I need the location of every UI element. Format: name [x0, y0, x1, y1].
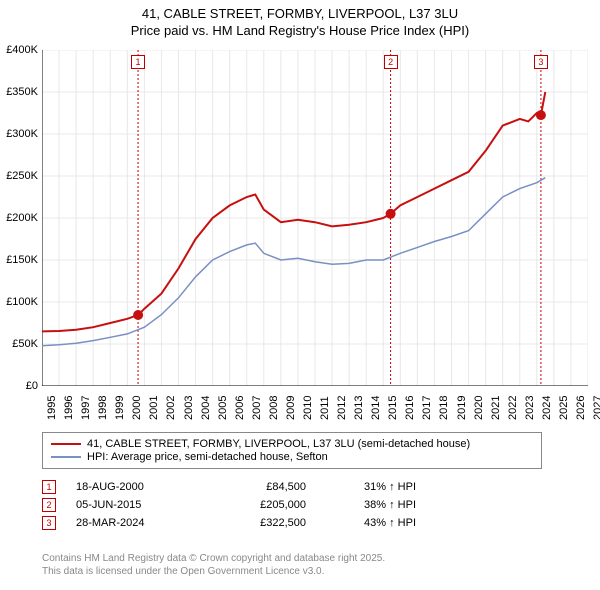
x-tick-label: 2006 — [234, 396, 246, 420]
table-row: 3 28-MAR-2024 £322,500 43% ↑ HPI — [42, 516, 542, 530]
title-line-1: 41, CABLE STREET, FORMBY, LIVERPOOL, L37… — [0, 6, 600, 23]
table-row: 2 05-JUN-2015 £205,000 38% ↑ HPI — [42, 498, 542, 512]
transaction-date: 05-JUN-2015 — [76, 499, 196, 511]
transaction-delta: 31% ↑ HPI — [326, 481, 416, 493]
legend-label: 41, CABLE STREET, FORMBY, LIVERPOOL, L37… — [87, 438, 470, 450]
y-tick-label: £300K — [6, 128, 38, 140]
marker-number-icon: 1 — [42, 480, 56, 494]
x-tick-label: 2021 — [490, 396, 502, 420]
chart-title: 41, CABLE STREET, FORMBY, LIVERPOOL, L37… — [0, 0, 600, 40]
y-tick-label: £200K — [6, 212, 38, 224]
x-tick-label: 2020 — [473, 396, 485, 420]
legend-swatch-line-icon — [51, 443, 81, 445]
x-tick-label: 2024 — [541, 396, 553, 420]
legend: 41, CABLE STREET, FORMBY, LIVERPOOL, L37… — [42, 432, 542, 469]
y-tick-label: £0 — [26, 380, 38, 392]
x-tick-label: 2027 — [592, 396, 600, 420]
x-tick-label: 2002 — [165, 396, 177, 420]
x-tick-label: 2023 — [524, 396, 536, 420]
x-tick-label: 1999 — [114, 396, 126, 420]
x-tick-label: 2009 — [285, 396, 297, 420]
x-tick-label: 2025 — [558, 396, 570, 420]
y-tick-label: £50K — [12, 338, 38, 350]
transaction-delta: 43% ↑ HPI — [326, 517, 416, 529]
transaction-date: 18-AUG-2000 — [76, 481, 196, 493]
transaction-price: £322,500 — [216, 517, 306, 529]
x-tick-label: 2013 — [353, 396, 365, 420]
x-tick-label: 1996 — [63, 396, 75, 420]
y-tick-label: £150K — [6, 254, 38, 266]
y-axis: £0£50K£100K£150K£200K£250K£300K£350K£400… — [0, 50, 40, 386]
legend-item-price-paid: 41, CABLE STREET, FORMBY, LIVERPOOL, L37… — [51, 438, 533, 450]
legend-item-hpi: HPI: Average price, semi-detached house,… — [51, 451, 533, 463]
legend-swatch-line-icon — [51, 456, 81, 458]
chart-marker-1: 1 — [131, 55, 145, 69]
x-tick-label: 2026 — [575, 396, 587, 420]
y-tick-label: £350K — [6, 86, 38, 98]
x-tick-label: 2000 — [131, 396, 143, 420]
x-tick-label: 2019 — [456, 396, 468, 420]
chart-marker-2: 2 — [384, 55, 398, 69]
license-line-2: This data is licensed under the Open Gov… — [42, 565, 582, 578]
title-line-2: Price paid vs. HM Land Registry's House … — [0, 23, 600, 40]
x-tick-label: 1998 — [97, 396, 109, 420]
transaction-price: £205,000 — [216, 499, 306, 511]
x-tick-label: 2015 — [387, 396, 399, 420]
chart-marker-3: 3 — [534, 55, 548, 69]
marker-number-icon: 2 — [42, 498, 56, 512]
license-text: Contains HM Land Registry data © Crown c… — [42, 552, 582, 578]
x-tick-label: 2012 — [336, 396, 348, 420]
y-tick-label: £100K — [6, 296, 38, 308]
x-tick-label: 2018 — [438, 396, 450, 420]
license-line-1: Contains HM Land Registry data © Crown c… — [42, 552, 582, 565]
x-tick-label: 2003 — [183, 396, 195, 420]
x-tick-label: 1995 — [46, 396, 58, 420]
x-tick-label: 2001 — [148, 396, 160, 420]
x-axis: 1995 1996 1997 1998 1999 2000 2001 2002 2003 2004… — [42, 390, 588, 430]
transaction-delta: 38% ↑ HPI — [326, 499, 416, 511]
transaction-table: 1 18-AUG-2000 £84,500 31% ↑ HPI 2 05-JUN… — [42, 480, 542, 534]
marker-number-icon: 3 — [42, 516, 56, 530]
x-tick-label: 2008 — [268, 396, 280, 420]
y-tick-label: £400K — [6, 44, 38, 56]
transaction-date: 28-MAR-2024 — [76, 517, 196, 529]
transaction-price: £84,500 — [216, 481, 306, 493]
x-tick-label: 2010 — [302, 396, 314, 420]
x-tick-label: 2004 — [200, 396, 212, 420]
x-tick-label: 2005 — [217, 396, 229, 420]
x-tick-label: 2022 — [507, 396, 519, 420]
x-tick-label: 2017 — [421, 396, 433, 420]
x-tick-label: 2016 — [404, 396, 416, 420]
x-tick-label: 2011 — [319, 396, 331, 420]
table-row: 1 18-AUG-2000 £84,500 31% ↑ HPI — [42, 480, 542, 494]
x-tick-label: 1997 — [80, 396, 92, 420]
x-tick-label: 2014 — [370, 396, 382, 420]
legend-label: HPI: Average price, semi-detached house,… — [87, 451, 328, 463]
chart-plot-area — [42, 50, 588, 386]
x-tick-label: 2007 — [251, 396, 263, 420]
y-tick-label: £250K — [6, 170, 38, 182]
